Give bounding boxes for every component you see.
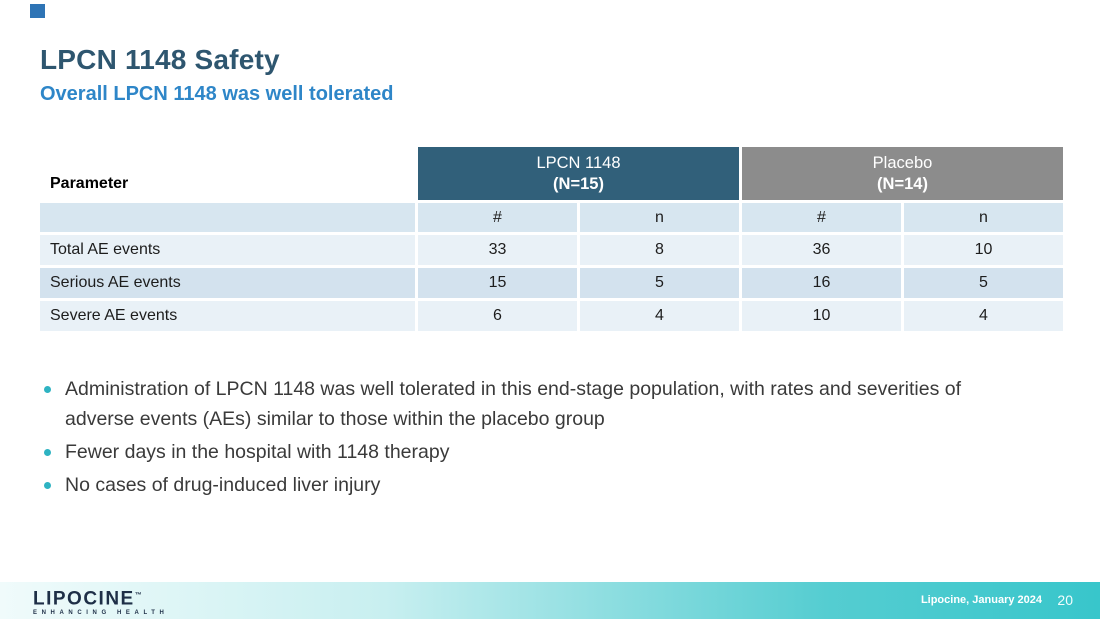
- page-subtitle: Overall LPCN 1148 was well tolerated: [40, 83, 394, 105]
- table-cell: 5: [904, 268, 1063, 298]
- logo-tagline: ENHANCING HEALTH: [33, 610, 169, 617]
- page-title: LPCN 1148 Safety: [40, 44, 280, 75]
- column-header-parameter: Parameter: [40, 147, 415, 200]
- footer-citation: Lipocine, January 2024: [920, 594, 1042, 606]
- group-header-lpcn-n: (N=15): [553, 174, 604, 193]
- table-cell: 8: [580, 235, 739, 265]
- slide-header: LPCN 1148 Safety Overall LPCN 1148 was w…: [40, 44, 394, 106]
- subheader-lpcn-count: #: [418, 203, 577, 232]
- lipocine-logo: LIPOCINE™ ENHANCING HEALTH: [33, 586, 169, 616]
- group-header-lpcn-name: LPCN 1148: [536, 153, 621, 172]
- group-header-lpcn-1148: LPCN 1148 (N=15): [418, 147, 739, 200]
- trademark-symbol: ™: [134, 592, 142, 599]
- bullet-dot-icon: [44, 386, 51, 393]
- takeaway-bullet-list: Administration of LPCN 1148 was well tol…: [42, 374, 994, 503]
- list-item: Fewer days in the hospital with 1148 the…: [42, 437, 994, 467]
- table-cell: 5: [580, 268, 739, 298]
- row-label-serious-ae: Serious AE events: [40, 268, 415, 298]
- footer-bar: LIPOCINE™ ENHANCING HEALTH Lipocine, Jan…: [0, 582, 1100, 619]
- table-cell: 16: [742, 268, 901, 298]
- bullet-text: Administration of LPCN 1148 was well tol…: [65, 378, 962, 430]
- table-cell: 15: [418, 268, 577, 298]
- adverse-events-table: Parameter LPCN 1148 (N=15) Placebo (N=14…: [40, 147, 1063, 331]
- logo-wordmark: LIPOCINE™: [33, 588, 142, 610]
- row-label-severe-ae: Severe AE events: [40, 301, 415, 331]
- group-header-placebo-n: (N=14): [877, 174, 928, 193]
- list-item: No cases of drug-induced liver injury: [42, 470, 994, 500]
- row-label-total-ae: Total AE events: [40, 235, 415, 265]
- group-header-placebo-name: Placebo: [872, 153, 933, 172]
- subheader-placebo-count: #: [742, 203, 901, 232]
- table-cell: 33: [418, 235, 577, 265]
- table-cell: 10: [742, 301, 901, 331]
- subheader-lpcn-n: n: [580, 203, 739, 232]
- table-cell: 10: [904, 235, 1063, 265]
- table-cell: 6: [418, 301, 577, 331]
- bullet-dot-icon: [44, 482, 51, 489]
- bullet-dot-icon: [44, 449, 51, 456]
- bullet-text: Fewer days in the hospital with 1148 the…: [65, 441, 450, 463]
- subheader-empty: [40, 203, 415, 232]
- subheader-placebo-n: n: [904, 203, 1063, 232]
- page-number: 20: [1057, 592, 1073, 608]
- group-header-placebo: Placebo (N=14): [742, 147, 1063, 200]
- table-cell: 36: [742, 235, 901, 265]
- table-cell: 4: [580, 301, 739, 331]
- list-item: Administration of LPCN 1148 was well tol…: [42, 374, 994, 434]
- bullet-text: No cases of drug-induced liver injury: [65, 474, 381, 496]
- decorative-corner-square: [30, 4, 45, 18]
- table-cell: 4: [904, 301, 1063, 331]
